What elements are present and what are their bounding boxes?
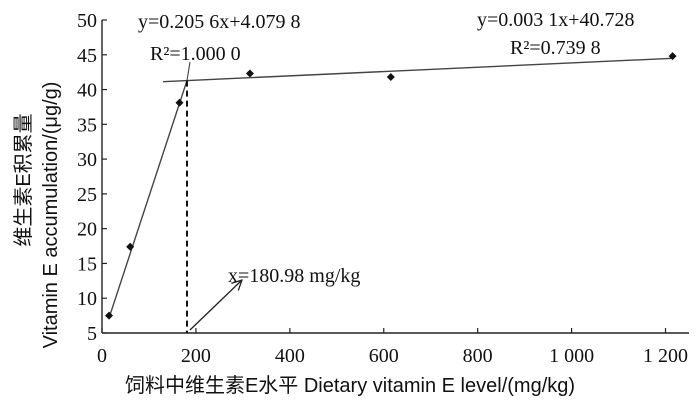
fit-1-equation: y=0.205 6x+4.079 8 [138,11,301,33]
breakpoint-arrow [189,280,242,331]
data-point [245,69,254,78]
y-tick-label: 15 [77,253,97,275]
data-point [105,311,114,320]
breakpoint-label: x=180.98 mg/kg [228,265,360,287]
axes [101,20,689,334]
fit-1-r2: R²=1.000 0 [150,43,241,65]
data-point [386,73,395,82]
y-tick-label: 45 [77,45,97,67]
x-tick-label: 1 200 [643,345,688,367]
y-tick-label: 5 [87,323,97,345]
data-point [175,98,184,107]
data-point [126,242,135,251]
y-tick-label: 20 [77,219,97,241]
y-axis-title-en: Vitamin E accumulation/(μg/g) [40,82,62,349]
breakpoint-guide [185,61,242,333]
data-points [105,52,677,320]
y-tick-label: 40 [77,80,97,102]
ticks: 5 10 15 20 25 30 35 40 45 50 0 200 400 600 800 1 000 1 2… [77,10,688,367]
x-tick-label: 400 [275,345,305,367]
y-tick-label: 50 [77,10,97,32]
fit-1-label-pointer [186,61,191,81]
fit-2-equation: y=0.003 1x+40.728 [477,9,635,31]
fit-2-r2: R²=0.739 8 [510,37,601,59]
fit-line-1 [108,80,188,319]
x-tick-label: 0 [97,345,107,367]
y-tick-label: 10 [77,288,97,310]
x-tick-label: 800 [463,345,493,367]
y-tick-label: 30 [77,149,97,171]
data-point [668,52,677,61]
fit-lines [108,57,673,319]
y-tick-label: 35 [77,114,97,136]
x-tick-label: 1 000 [549,345,594,367]
y-axis-title-cn: 维生素E积累量 [12,113,35,246]
fit-line-2 [163,57,673,83]
x-axis-title: 饲料中维生素E水平 Dietary vitamin E level/(mg/kg… [125,374,575,397]
y-tick-label: 25 [77,184,97,206]
x-tick-label: 200 [181,345,211,367]
x-tick-label: 600 [369,345,399,367]
